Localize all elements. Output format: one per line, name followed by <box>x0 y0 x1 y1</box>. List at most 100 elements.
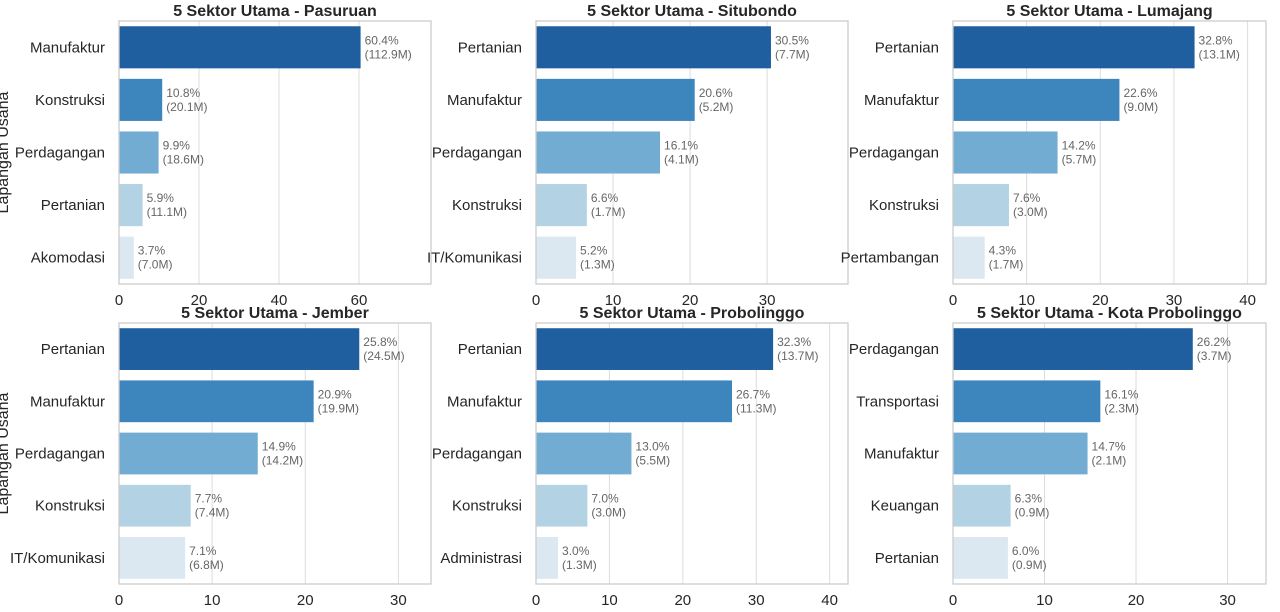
category-label: Konstruksi <box>35 92 105 109</box>
bar-label-value: (1.7M) <box>591 205 626 219</box>
bar <box>953 78 1120 121</box>
bar <box>536 131 661 174</box>
bar-label-value: (24.5M) <box>363 349 404 363</box>
bar-label-pct: 10.8% <box>166 86 200 100</box>
bar-label-pct: 30.5% <box>775 33 809 47</box>
bar-label-value: (7.4M) <box>195 506 230 520</box>
bar-label-value: (0.9M) <box>1012 558 1047 572</box>
bar-label-value: (112.9M) <box>365 47 412 61</box>
category-label: Transportasi <box>856 393 939 410</box>
x-tick-label: 0 <box>532 292 540 309</box>
chart-title: 5 Sektor Utama - Kota Probolinggo <box>977 305 1242 322</box>
bar-label-pct: 6.3% <box>1015 492 1043 506</box>
bar-label-pct: 3.0% <box>562 544 590 558</box>
bar-label-pct: 25.8% <box>363 335 397 349</box>
bar-label-value: (0.9M) <box>1015 506 1050 520</box>
bar-label-value: (5.2M) <box>699 100 734 114</box>
x-tick-label: 30 <box>748 592 765 609</box>
bar <box>536 26 771 69</box>
category-label: Manufaktur <box>447 393 522 410</box>
x-tick-label: 0 <box>949 592 957 609</box>
bar <box>119 328 360 370</box>
bar-label-value: (13.7M) <box>777 349 818 363</box>
bar-label-pct: 60.4% <box>365 33 399 47</box>
bar <box>536 484 588 527</box>
bar-label-value: (11.3M) <box>736 401 776 415</box>
x-tick-label: 10 <box>605 292 622 309</box>
x-tick-label: 30 <box>1166 292 1183 309</box>
x-tick-label: 60 <box>351 292 368 309</box>
chart-panel-3: 32.8%(13.1M) Pertanian 22.6%(9.0M) Manufakt… <box>841 3 1267 309</box>
bar-label-value: (1.3M) <box>562 558 597 572</box>
category-label: Manufaktur <box>864 92 939 109</box>
bar-label-pct: 26.2% <box>1197 335 1231 349</box>
category-label: Pertanian <box>41 341 105 358</box>
bar <box>953 537 1008 579</box>
bar-label-pct: 14.7% <box>1092 440 1126 454</box>
bar-label-value: (6.8M) <box>189 558 224 572</box>
category-label: Perdagangan <box>432 145 522 162</box>
bar-label-value: (5.5M) <box>635 454 670 468</box>
x-tick-label: 0 <box>115 292 123 309</box>
x-tick-label: 20 <box>674 592 691 609</box>
category-label: Administrasi <box>440 550 522 567</box>
x-tick-label: 20 <box>682 292 699 309</box>
bar <box>536 328 774 370</box>
bar <box>953 184 1009 227</box>
bar-label-value: (3.0M) <box>1013 205 1048 219</box>
bar-label-pct: 20.6% <box>699 86 733 100</box>
plot-frame <box>535 20 849 285</box>
bar <box>953 328 1193 370</box>
category-label: Konstruksi <box>452 197 522 214</box>
category-label: Keuangan <box>871 498 939 515</box>
bar <box>119 236 134 279</box>
bar-label-value: (7.0M) <box>138 258 173 272</box>
x-tick-label: 20 <box>1128 592 1145 609</box>
bar <box>119 484 191 527</box>
category-label: Pertambangan <box>841 250 939 267</box>
plot-frame <box>535 322 849 585</box>
plot-frame <box>952 322 1267 585</box>
plot-frame <box>118 322 432 585</box>
bar <box>119 380 314 423</box>
category-label: IT/Komunikasi <box>10 550 105 567</box>
chart-title: 5 Sektor Utama - Jember <box>181 305 369 322</box>
bar <box>953 26 1195 69</box>
bar <box>119 78 163 121</box>
category-label: Pertanian <box>875 39 939 56</box>
plot-frame <box>952 20 1267 285</box>
bar-label-value: (1.3M) <box>580 258 615 272</box>
bar-label-pct: 3.7% <box>138 244 166 258</box>
category-label: Perdagangan <box>849 341 939 358</box>
bar-label-value: (14.2M) <box>262 454 303 468</box>
chart-title: 5 Sektor Utama - Situbondo <box>587 3 797 20</box>
category-label: Konstruksi <box>452 498 522 515</box>
x-tick-label: 40 <box>1239 292 1256 309</box>
bar <box>536 184 587 227</box>
category-label: Akomodasi <box>31 250 105 267</box>
category-label: Perdagangan <box>432 446 522 463</box>
bar <box>953 380 1101 423</box>
bar-label-pct: 7.6% <box>1013 191 1041 205</box>
x-tick-label: 20 <box>297 592 314 609</box>
category-label: Perdagangan <box>849 145 939 162</box>
bar-label-value: (2.1M) <box>1092 454 1127 468</box>
bar <box>119 537 186 579</box>
bar-label-pct: 22.6% <box>1123 86 1157 100</box>
x-tick-label: 40 <box>271 292 288 309</box>
bar-label-value: (18.6M) <box>163 153 204 167</box>
category-label: Perdagangan <box>15 446 105 463</box>
chart-title: 5 Sektor Utama - Pasuruan <box>173 3 377 20</box>
category-label: Pertanian <box>458 341 522 358</box>
category-label: Pertanian <box>875 550 939 567</box>
chart-title: 5 Sektor Utama - Lumajang <box>1006 3 1212 20</box>
bar-label-pct: 7.1% <box>189 544 217 558</box>
x-tick-label: 10 <box>204 592 221 609</box>
bar-label-pct: 14.2% <box>1062 139 1096 153</box>
bar-label-pct: 5.9% <box>147 191 175 205</box>
bar <box>119 432 258 475</box>
bar <box>953 236 985 279</box>
x-tick-label: 10 <box>1036 592 1053 609</box>
bar-label-value: (19.9M) <box>318 401 359 415</box>
